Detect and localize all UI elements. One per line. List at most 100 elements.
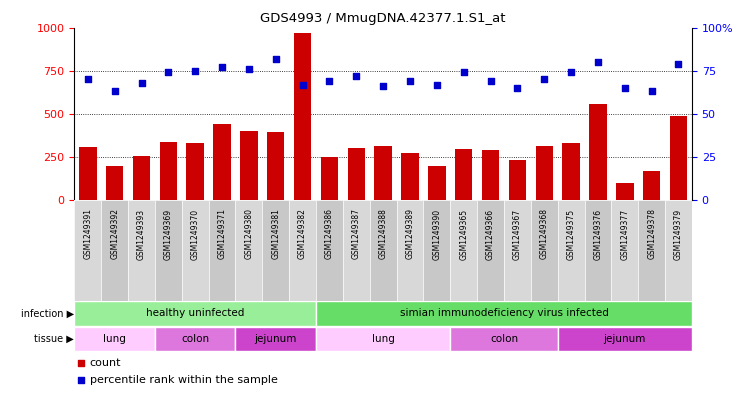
Point (458, 69, 469, 75)
Text: GSM1249389: GSM1249389 (405, 208, 414, 259)
Bar (370, 200, 397, 301)
Point (297, 81, 309, 88)
Bar (397, 200, 423, 301)
Bar (240, 131, 257, 200)
Bar (128, 200, 155, 301)
Bar (294, 33, 311, 200)
Point (162, 69, 174, 75)
Bar (562, 143, 580, 200)
Point (135, 80, 147, 86)
Point (539, 76, 551, 83)
Text: GSM1249381: GSM1249381 (272, 208, 280, 259)
Point (592, 59, 604, 65)
Point (404, 78, 416, 84)
Bar (236, 327, 316, 351)
Bar (423, 200, 450, 301)
Bar (208, 200, 236, 301)
Text: GSM1249392: GSM1249392 (110, 208, 119, 259)
Text: simian immunodeficiency virus infected: simian immunodeficiency virus infected (400, 309, 609, 318)
Text: jejunum: jejunum (254, 334, 297, 344)
Text: GSM1249378: GSM1249378 (647, 208, 656, 259)
Bar (450, 200, 477, 301)
Bar (450, 327, 558, 351)
Text: percentile rank within the sample: percentile rank within the sample (90, 375, 278, 385)
Bar (347, 148, 365, 200)
Text: GSM1249368: GSM1249368 (539, 208, 549, 259)
Bar (665, 200, 692, 301)
Bar (374, 146, 392, 200)
Text: GSM1249379: GSM1249379 (674, 208, 683, 259)
Text: tissue ▶: tissue ▶ (34, 334, 74, 344)
Bar (74, 327, 155, 351)
Text: GSM1249388: GSM1249388 (379, 208, 388, 259)
Text: GSM1249376: GSM1249376 (594, 208, 603, 259)
Bar (79, 147, 97, 200)
Point (646, 88, 658, 95)
Bar (530, 200, 558, 301)
Bar (160, 141, 177, 200)
Bar (455, 149, 472, 200)
Point (565, 69, 577, 75)
Point (511, 85, 523, 91)
Text: GSM1249386: GSM1249386 (325, 208, 334, 259)
Text: infection ▶: infection ▶ (21, 309, 74, 318)
Point (74, 377, 86, 383)
Point (673, 61, 684, 67)
Point (109, 88, 121, 95)
Bar (558, 327, 692, 351)
Bar (509, 160, 526, 200)
Bar (74, 301, 316, 326)
Bar (612, 200, 638, 301)
Bar (267, 132, 284, 200)
Point (619, 85, 631, 91)
Bar (616, 183, 634, 200)
Text: jejunum: jejunum (603, 334, 646, 344)
Bar (638, 200, 665, 301)
Bar (401, 153, 419, 200)
Text: count: count (90, 358, 121, 368)
Text: GSM1249371: GSM1249371 (217, 208, 227, 259)
Bar (428, 166, 446, 200)
Bar (236, 200, 263, 301)
Bar (482, 150, 499, 200)
Bar (106, 166, 124, 200)
Text: GSM1249369: GSM1249369 (164, 208, 173, 259)
Bar (316, 327, 450, 351)
Text: GSM1249377: GSM1249377 (620, 208, 629, 259)
Text: GSM1249391: GSM1249391 (83, 208, 92, 259)
Title: GDS4993 / MmugDNA.42377.1.S1_at: GDS4993 / MmugDNA.42377.1.S1_at (260, 12, 506, 25)
Text: GSM1249365: GSM1249365 (459, 208, 468, 259)
Bar (643, 171, 661, 200)
Bar (101, 200, 128, 301)
Bar (316, 200, 343, 301)
Bar (589, 104, 606, 200)
Bar (316, 301, 692, 326)
Bar (477, 200, 504, 301)
Bar (155, 200, 182, 301)
Bar (585, 200, 612, 301)
Bar (536, 146, 553, 200)
Bar (74, 200, 101, 301)
Text: lung: lung (372, 334, 394, 344)
Text: healthy uninfected: healthy uninfected (146, 309, 245, 318)
Text: GSM1249393: GSM1249393 (137, 208, 146, 259)
Point (484, 78, 496, 84)
Bar (670, 116, 687, 200)
Bar (214, 124, 231, 200)
Point (377, 83, 389, 90)
Text: GSM1249370: GSM1249370 (190, 208, 199, 259)
Text: GSM1249375: GSM1249375 (567, 208, 576, 259)
Bar (155, 327, 236, 351)
Point (350, 73, 362, 79)
Bar (132, 156, 150, 200)
Point (431, 81, 443, 88)
Point (216, 64, 228, 70)
Bar (504, 200, 530, 301)
Text: colon: colon (490, 334, 518, 344)
Point (189, 68, 201, 74)
Text: GSM1249366: GSM1249366 (486, 208, 495, 259)
Text: GSM1249390: GSM1249390 (432, 208, 441, 259)
Text: lung: lung (103, 334, 126, 344)
Bar (289, 200, 316, 301)
Bar (343, 200, 370, 301)
